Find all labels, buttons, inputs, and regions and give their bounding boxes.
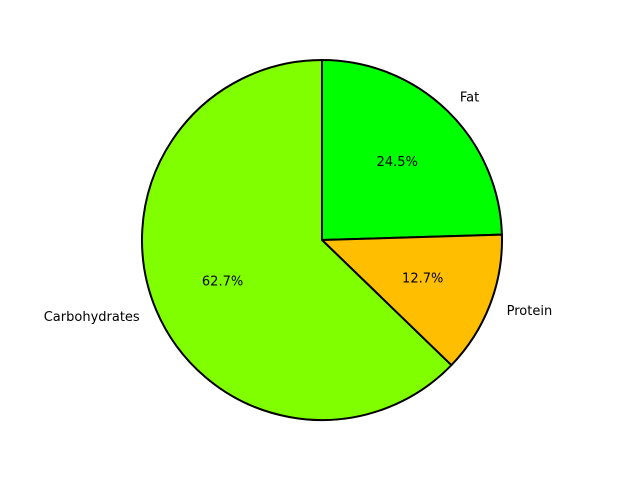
pie-percent-label-fat: 24.5% xyxy=(377,155,418,170)
pie-slice-protein xyxy=(321,233,503,367)
pie-category-label-carbohydrates: Carbohydrates xyxy=(44,310,140,325)
pie-slice-carbohydrates xyxy=(141,59,453,421)
pie-percent-label-protein: 12.7% xyxy=(402,272,443,287)
pie-percent-label-carbohydrates: 62.7% xyxy=(202,275,243,290)
pie-labels: 24.5% Fat 12.7% Protein 62.7% Carbohydrates xyxy=(44,90,552,324)
pie-slices xyxy=(141,59,503,421)
pie-slice-fat xyxy=(321,59,503,241)
pie-category-label-fat: Fat xyxy=(460,90,479,105)
pie-category-label-protein: Protein xyxy=(507,304,553,319)
